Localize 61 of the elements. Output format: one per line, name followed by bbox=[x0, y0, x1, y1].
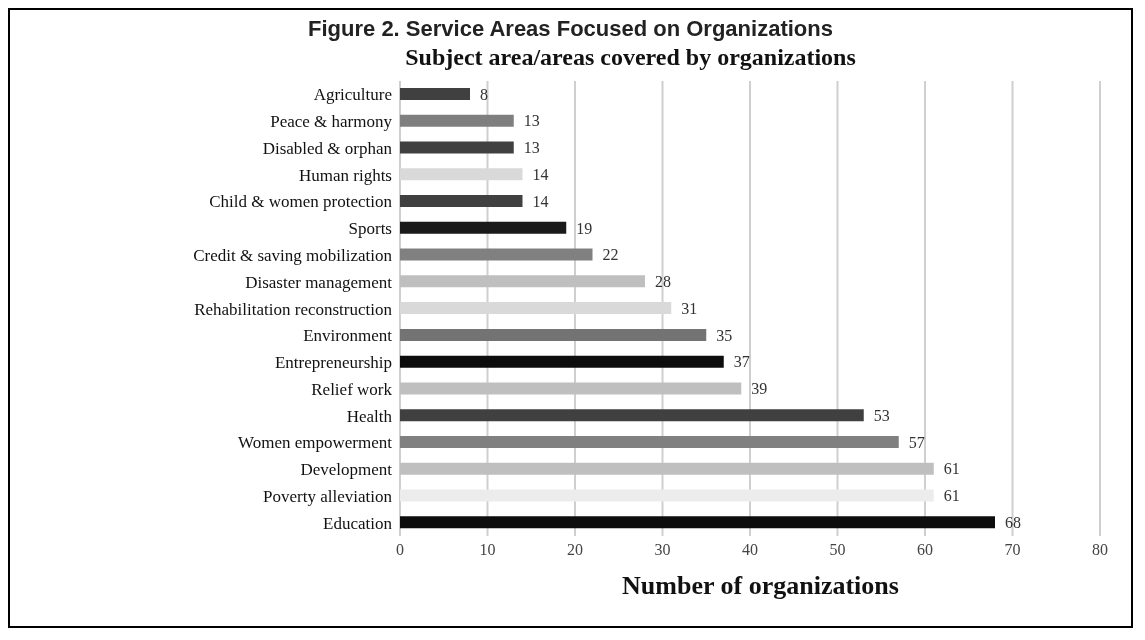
y-tick-label: Human rights bbox=[298, 165, 392, 185]
y-tick-label: Relief work bbox=[311, 379, 393, 399]
y-tick-label: Rehabilitation reconstruction bbox=[194, 299, 393, 319]
data-label: 31 bbox=[681, 299, 698, 317]
x-axis-title: Number of organizations bbox=[621, 571, 900, 601]
data-label: 14 bbox=[532, 165, 549, 183]
data-label: 8 bbox=[480, 85, 488, 103]
y-tick-label: Education bbox=[323, 513, 393, 533]
bar bbox=[400, 435, 899, 448]
bar bbox=[400, 462, 934, 475]
y-tick-label: Agriculture bbox=[313, 85, 392, 105]
x-tick-label: 30 bbox=[654, 541, 671, 559]
y-tick-label: Child & women protection bbox=[209, 192, 393, 212]
y-tick-label: Health bbox=[346, 406, 393, 426]
data-label: 19 bbox=[576, 219, 593, 237]
data-label: 28 bbox=[655, 273, 671, 291]
y-tick-label: Environment bbox=[303, 326, 393, 346]
data-label: 37 bbox=[733, 353, 750, 371]
data-label: 14 bbox=[532, 192, 549, 210]
bar bbox=[400, 489, 934, 502]
y-tick-label: Credit & saving mobilization bbox=[193, 246, 393, 266]
data-label: 22 bbox=[602, 246, 619, 264]
data-label: 68 bbox=[1005, 513, 1021, 531]
bar bbox=[400, 88, 470, 100]
y-tick-label: Women empowerment bbox=[238, 433, 393, 453]
x-tick-label: 50 bbox=[829, 541, 846, 559]
data-label: 53 bbox=[873, 406, 890, 424]
chart-subtitle: Subject area/areas covered by organizations bbox=[404, 44, 857, 71]
data-label: 57 bbox=[908, 433, 925, 451]
y-tick-label: Poverty alleviation bbox=[263, 486, 393, 506]
x-tick-label: 80 bbox=[1092, 541, 1108, 559]
y-tick-label: Disaster management bbox=[245, 272, 393, 292]
x-tick-label: 10 bbox=[479, 541, 496, 559]
y-tick-label: Peace & harmony bbox=[270, 112, 393, 132]
data-label: 35 bbox=[716, 326, 733, 344]
bar bbox=[400, 195, 523, 208]
data-label: 13 bbox=[523, 139, 540, 157]
bar bbox=[400, 275, 645, 288]
data-label: 61 bbox=[943, 460, 960, 478]
x-tick-label: 70 bbox=[1004, 541, 1021, 559]
x-tick-label: 0 bbox=[396, 541, 404, 559]
bar bbox=[400, 248, 593, 261]
bar bbox=[400, 516, 995, 529]
bar bbox=[400, 221, 567, 234]
bar bbox=[400, 355, 724, 368]
chart-title: Figure 2. Service Areas Focused on Organizations bbox=[307, 16, 834, 42]
data-label: 61 bbox=[943, 487, 960, 505]
bar bbox=[400, 114, 514, 127]
y-tick-label: Disabled & orphan bbox=[262, 138, 393, 158]
bar bbox=[400, 409, 864, 422]
y-tick-label: Development bbox=[300, 460, 393, 480]
y-tick-label: Sports bbox=[348, 219, 392, 239]
y-tick-label: Entrepreneurship bbox=[274, 353, 392, 373]
x-tick-label: 40 bbox=[742, 541, 758, 559]
data-label: 13 bbox=[523, 112, 540, 130]
bar bbox=[400, 141, 514, 154]
x-tick-label: 20 bbox=[567, 541, 583, 559]
bar bbox=[400, 328, 707, 341]
bar bbox=[400, 382, 742, 395]
x-tick-label: 60 bbox=[917, 541, 933, 559]
data-label: 39 bbox=[751, 380, 768, 398]
